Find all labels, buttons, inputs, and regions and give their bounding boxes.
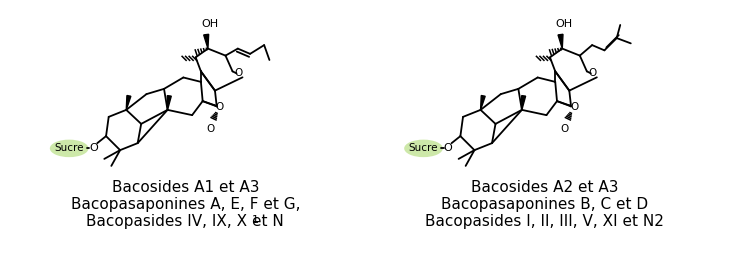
Text: Bacopasaponines B, C et D: Bacopasaponines B, C et D bbox=[441, 197, 648, 212]
Polygon shape bbox=[167, 96, 171, 110]
Text: Sucre: Sucre bbox=[54, 143, 84, 153]
Text: Sucre: Sucre bbox=[409, 143, 439, 153]
Polygon shape bbox=[558, 34, 563, 49]
Polygon shape bbox=[522, 96, 526, 110]
Text: Bacopasides I, II, III, V, XI et N2: Bacopasides I, II, III, V, XI et N2 bbox=[425, 214, 664, 229]
Ellipse shape bbox=[404, 140, 443, 157]
Polygon shape bbox=[126, 95, 131, 110]
Text: OH: OH bbox=[556, 19, 573, 29]
Text: Bacosides A1 et A3: Bacosides A1 et A3 bbox=[112, 180, 259, 195]
Text: O: O bbox=[235, 68, 243, 78]
Text: O: O bbox=[216, 102, 224, 112]
Text: Bacosides A2 et A3: Bacosides A2 et A3 bbox=[471, 180, 618, 195]
Text: Bacopasaponines A, E, F et G,: Bacopasaponines A, E, F et G, bbox=[71, 197, 300, 212]
Text: O: O bbox=[570, 102, 578, 112]
Text: Bacopasides IV, IX, X et N: Bacopasides IV, IX, X et N bbox=[86, 214, 284, 229]
Text: OH: OH bbox=[201, 19, 219, 29]
Polygon shape bbox=[480, 95, 485, 110]
Text: O: O bbox=[89, 143, 98, 153]
Polygon shape bbox=[204, 34, 208, 49]
Text: 1: 1 bbox=[252, 215, 260, 225]
Text: O: O bbox=[206, 124, 214, 134]
Text: O: O bbox=[588, 68, 597, 78]
Text: O: O bbox=[561, 124, 569, 134]
Ellipse shape bbox=[50, 140, 88, 157]
Text: O: O bbox=[444, 143, 452, 153]
